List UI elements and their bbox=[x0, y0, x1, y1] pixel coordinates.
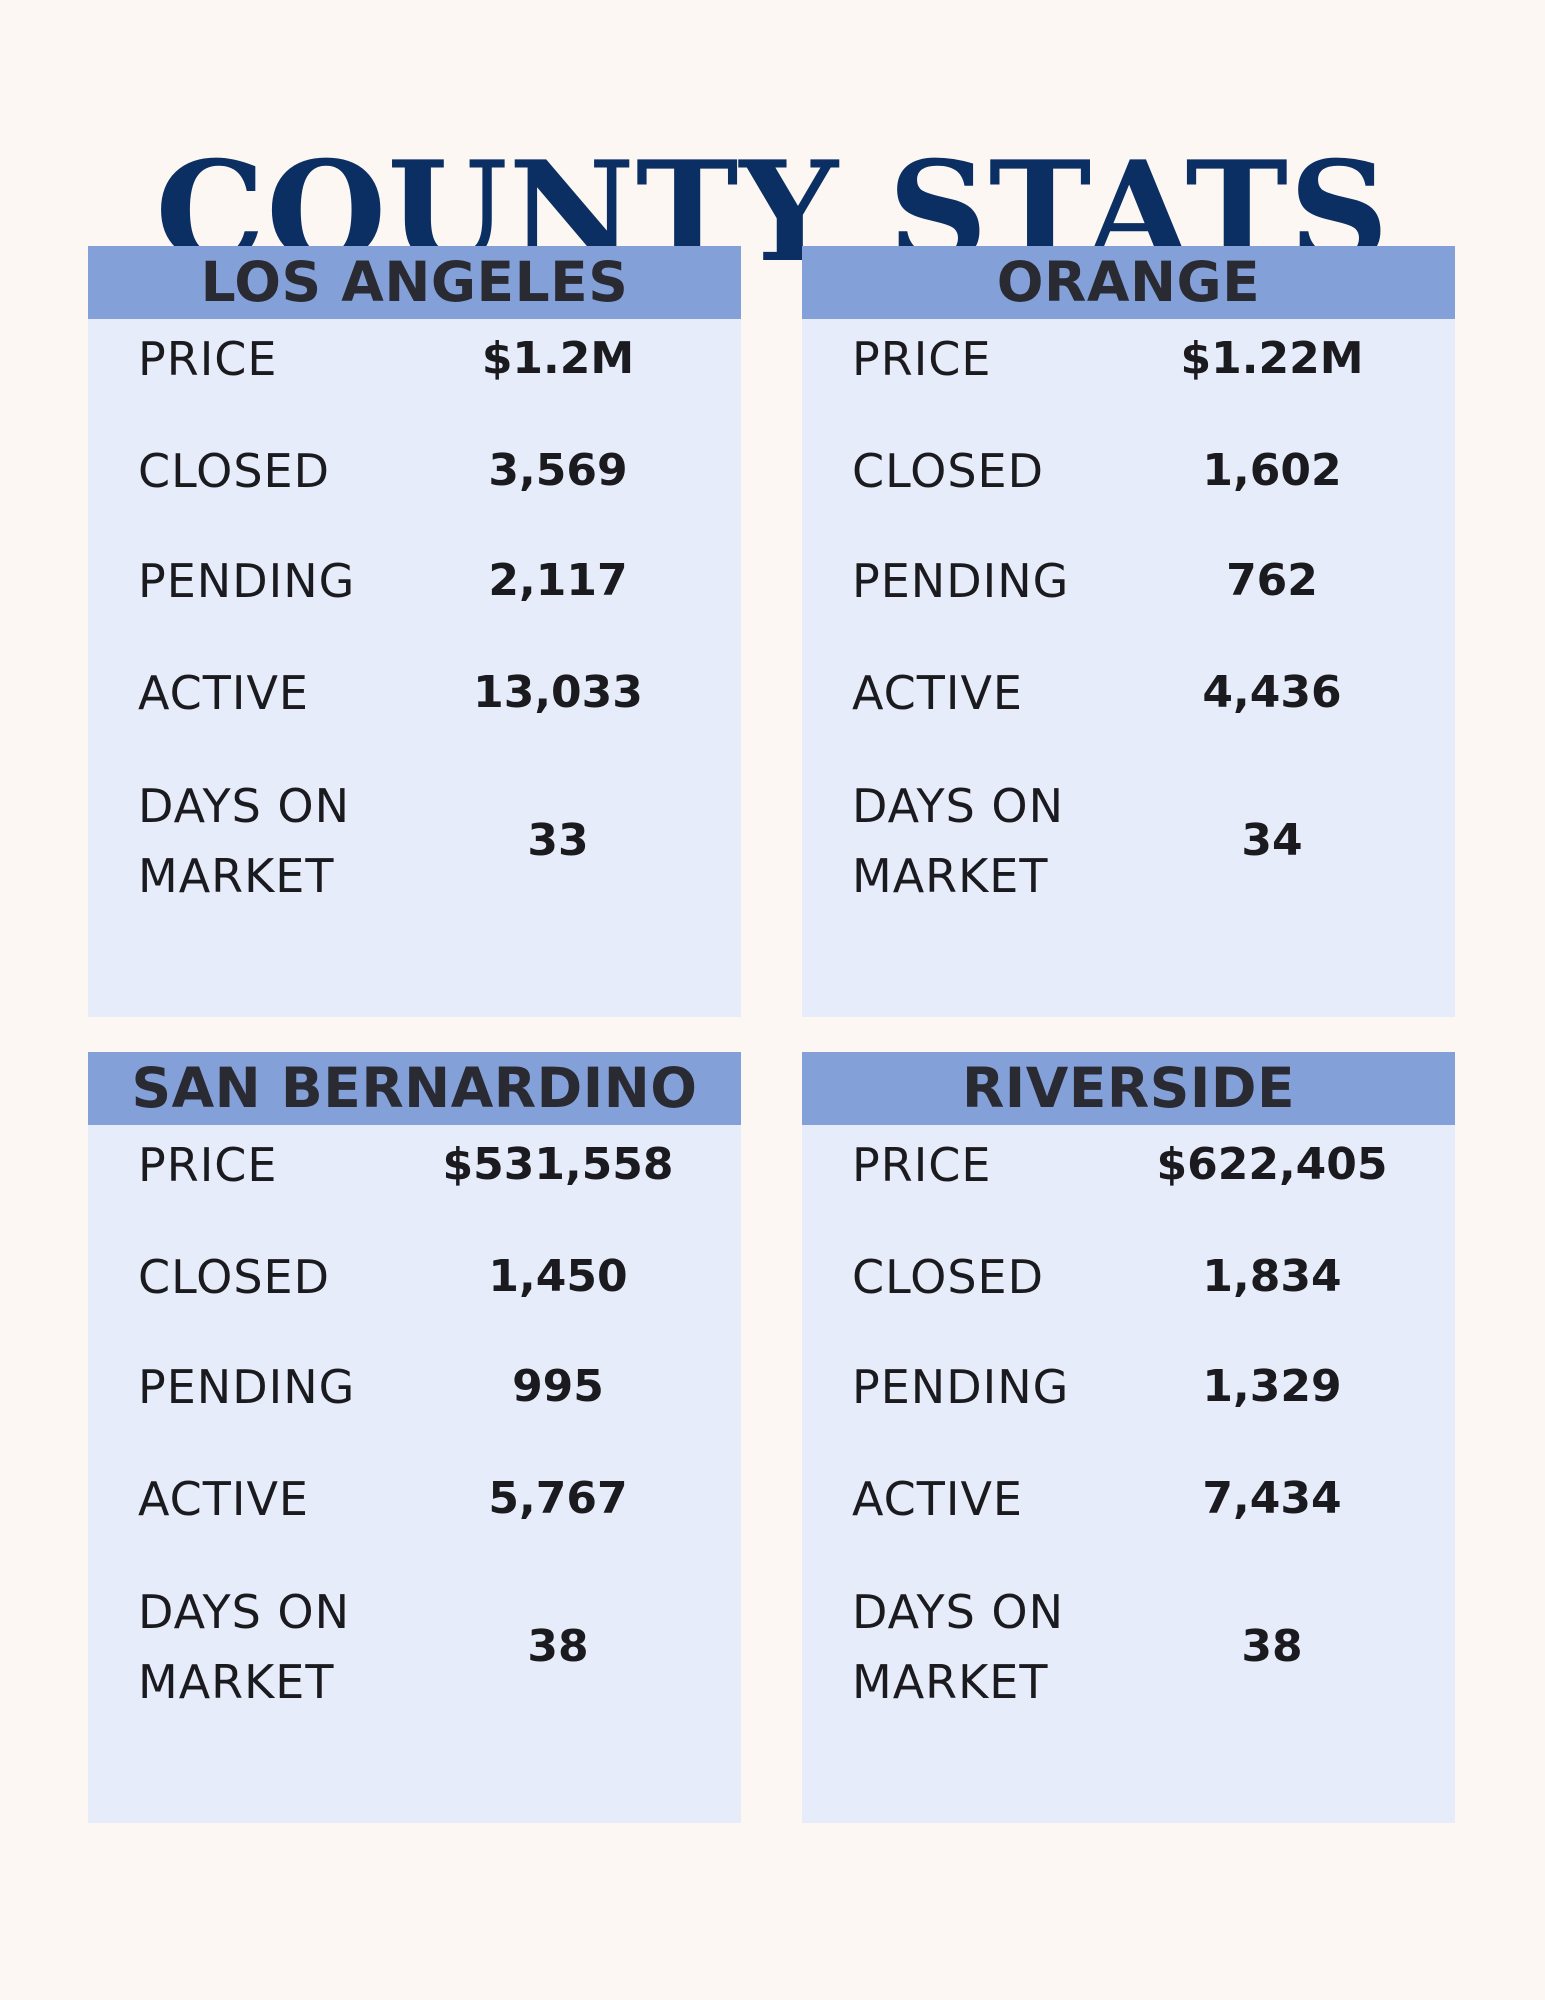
county-card-san-bernardino: SAN BERNARDINO PRICE $531,558 CLOSED 1,4… bbox=[88, 1052, 741, 1823]
stat-label-pending: PENDING bbox=[852, 554, 1070, 608]
stat-value-price: $1.22M bbox=[1180, 333, 1364, 384]
stat-value-active: 5,767 bbox=[488, 1473, 628, 1524]
stat-label-price: PRICE bbox=[852, 1138, 992, 1192]
stat-value-days-on-market: 38 bbox=[1241, 1621, 1303, 1672]
stat-label-pending: PENDING bbox=[852, 1360, 1070, 1414]
stat-label-closed: CLOSED bbox=[852, 1250, 1044, 1304]
county-name: RIVERSIDE bbox=[802, 1052, 1455, 1125]
stat-value-price: $622,405 bbox=[1156, 1139, 1388, 1190]
stat-label-active: ACTIVE bbox=[138, 1472, 309, 1526]
stat-value-active: 7,434 bbox=[1202, 1473, 1342, 1524]
stat-label-price: PRICE bbox=[138, 1138, 278, 1192]
stat-value-active: 13,033 bbox=[473, 667, 643, 718]
stat-value-pending: 1,329 bbox=[1202, 1361, 1342, 1412]
stat-label-days-line2: MARKET bbox=[852, 849, 1049, 903]
stat-value-active: 4,436 bbox=[1202, 667, 1342, 718]
stat-label-days-line2: MARKET bbox=[138, 1655, 335, 1709]
stat-value-closed: 3,569 bbox=[488, 445, 628, 496]
stat-value-days-on-market: 38 bbox=[527, 1621, 589, 1672]
stat-label-price: PRICE bbox=[852, 332, 992, 386]
stat-label-days-line1: DAYS ON bbox=[852, 779, 1065, 833]
stat-label-active: ACTIVE bbox=[138, 666, 309, 720]
stat-value-days-on-market: 34 bbox=[1241, 815, 1303, 866]
county-name: ORANGE bbox=[802, 246, 1455, 319]
stat-label-price: PRICE bbox=[138, 332, 278, 386]
stat-label-days-line2: MARKET bbox=[138, 849, 335, 903]
stat-label-active: ACTIVE bbox=[852, 1472, 1023, 1526]
stat-label-closed: CLOSED bbox=[138, 444, 330, 498]
stat-value-days-on-market: 33 bbox=[527, 815, 589, 866]
stat-label-days-line1: DAYS ON bbox=[852, 1585, 1065, 1639]
stat-label-closed: CLOSED bbox=[852, 444, 1044, 498]
stat-label-pending: PENDING bbox=[138, 1360, 356, 1414]
stat-label-pending: PENDING bbox=[138, 554, 356, 608]
stat-label-closed: CLOSED bbox=[138, 1250, 330, 1304]
county-name: SAN BERNARDINO bbox=[88, 1052, 741, 1125]
stat-value-pending: 2,117 bbox=[488, 555, 628, 606]
stat-value-pending: 995 bbox=[512, 1361, 604, 1412]
county-card-los-angeles: LOS ANGELES PRICE $1.2M CLOSED 3,569 PEN… bbox=[88, 246, 741, 1017]
county-card-orange: ORANGE PRICE $1.22M CLOSED 1,602 PENDING… bbox=[802, 246, 1455, 1017]
stat-value-pending: 762 bbox=[1226, 555, 1318, 606]
county-card-riverside: RIVERSIDE PRICE $622,405 CLOSED 1,834 PE… bbox=[802, 1052, 1455, 1823]
stat-label-days-line2: MARKET bbox=[852, 1655, 1049, 1709]
stat-value-closed: 1,834 bbox=[1202, 1251, 1342, 1302]
stat-value-price: $531,558 bbox=[442, 1139, 674, 1190]
county-name: LOS ANGELES bbox=[88, 246, 741, 319]
stat-label-days-line1: DAYS ON bbox=[138, 1585, 351, 1639]
stat-value-closed: 1,450 bbox=[488, 1251, 628, 1302]
stat-label-days-line1: DAYS ON bbox=[138, 779, 351, 833]
stat-value-closed: 1,602 bbox=[1202, 445, 1342, 496]
stat-label-active: ACTIVE bbox=[852, 666, 1023, 720]
stat-value-price: $1.2M bbox=[481, 333, 635, 384]
